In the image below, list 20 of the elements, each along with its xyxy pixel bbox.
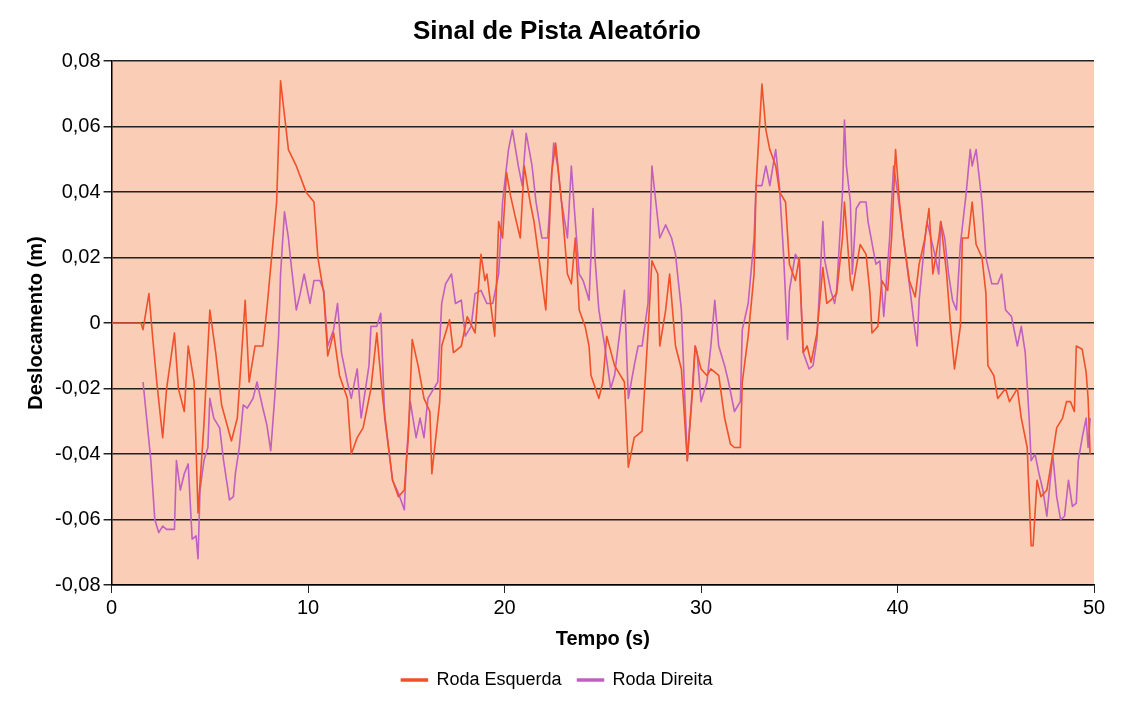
- y-tick-label: 0,04: [61, 179, 101, 202]
- y-tick-label: -0,04: [54, 441, 101, 464]
- legend-label: Roda Direita: [612, 668, 714, 689]
- x-axis-title: Tempo (s): [555, 626, 650, 649]
- x-tick-label: 20: [493, 595, 516, 618]
- y-tick-label: 0,02: [61, 245, 101, 268]
- y-tick-label: -0,06: [54, 507, 101, 530]
- x-tick-label: 50: [1082, 595, 1106, 618]
- y-tick-label: -0,02: [54, 376, 101, 399]
- y-tick-label: -0,08: [54, 572, 101, 595]
- x-tick-label: 10: [296, 595, 320, 618]
- chart-title: Sinal de Pista Aleatório: [412, 14, 702, 45]
- x-tick-label: 40: [886, 595, 909, 618]
- legend-label: Roda Esquerda: [436, 668, 563, 689]
- x-tick-label: 0: [106, 595, 118, 618]
- y-tick-label: 0: [89, 310, 101, 333]
- y-axis-title: Deslocamento (m): [23, 236, 46, 410]
- x-tick-label: 30: [689, 595, 713, 618]
- y-tick-label: 0,08: [61, 48, 101, 71]
- y-tick-label: 0,06: [61, 114, 101, 137]
